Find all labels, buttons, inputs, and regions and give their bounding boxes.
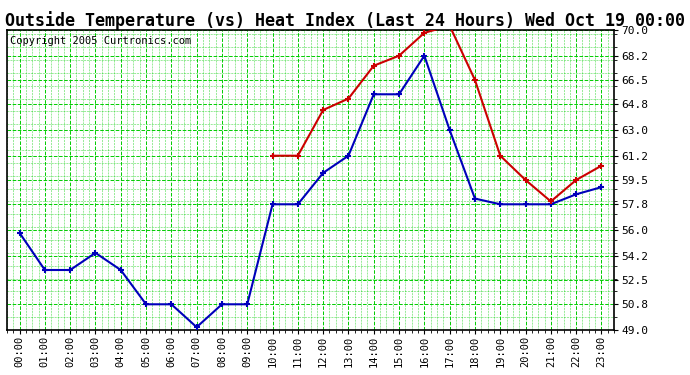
Text: Copyright 2005 Curtronics.com: Copyright 2005 Curtronics.com (10, 36, 191, 46)
Text: Outside Temperature (vs) Heat Index (Last 24 Hours) Wed Oct 19 00:00: Outside Temperature (vs) Heat Index (Las… (5, 11, 685, 30)
